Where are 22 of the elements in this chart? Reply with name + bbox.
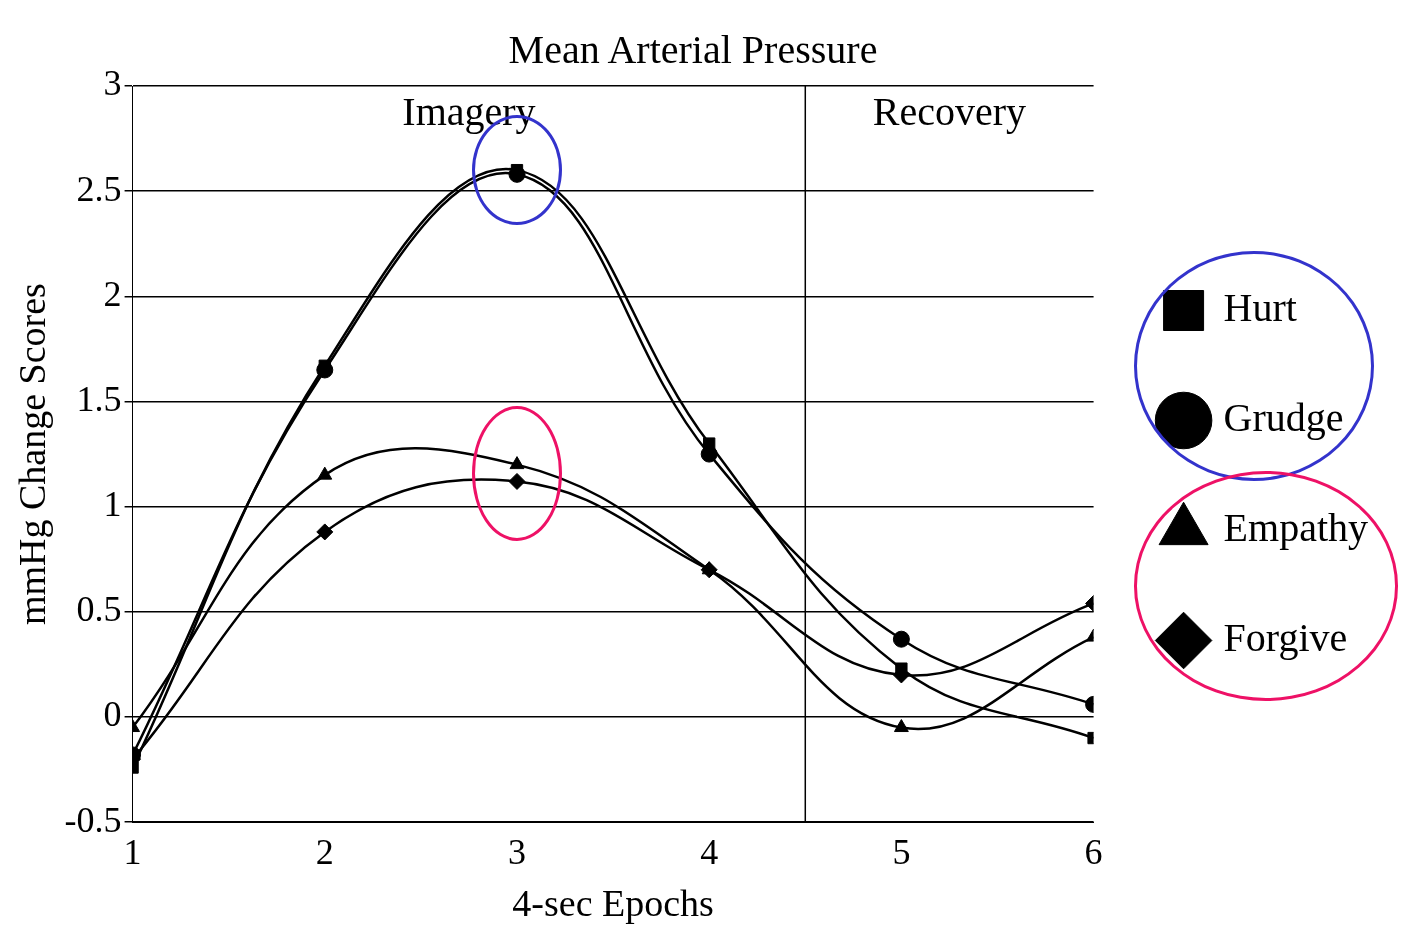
annotation: Imagery	[402, 88, 536, 134]
x-tick-label: 2	[315, 832, 334, 873]
y-tick-label: 0.5	[76, 589, 122, 630]
y-tick-label: 1.5	[76, 378, 122, 419]
legend-label: Hurt	[1223, 285, 1297, 330]
y-tick-label: 3	[103, 63, 122, 104]
x-axis-title: 4-sec Epochs	[512, 882, 714, 925]
x-tick-label: 4	[700, 832, 719, 873]
y-axis-title: mmHg Change Scores	[10, 283, 53, 626]
x-tick-label: 6	[1084, 832, 1103, 873]
chart-title: Mean Arterial Pressure	[508, 26, 878, 72]
y-tick-label: 0	[103, 694, 122, 735]
x-tick-label: 3	[507, 832, 526, 873]
y-tick-label: -0.5	[64, 799, 122, 840]
x-tick-label: 5	[892, 832, 911, 873]
legend-label: Forgive	[1223, 615, 1348, 660]
y-tick-label: 2.5	[76, 168, 122, 209]
legend-label: Empathy	[1223, 505, 1369, 550]
annotation: Recovery	[872, 88, 1027, 134]
y-tick-label: 2	[103, 273, 122, 314]
y-tick-label: 1	[103, 484, 122, 525]
legend-label: Grudge	[1223, 395, 1344, 440]
